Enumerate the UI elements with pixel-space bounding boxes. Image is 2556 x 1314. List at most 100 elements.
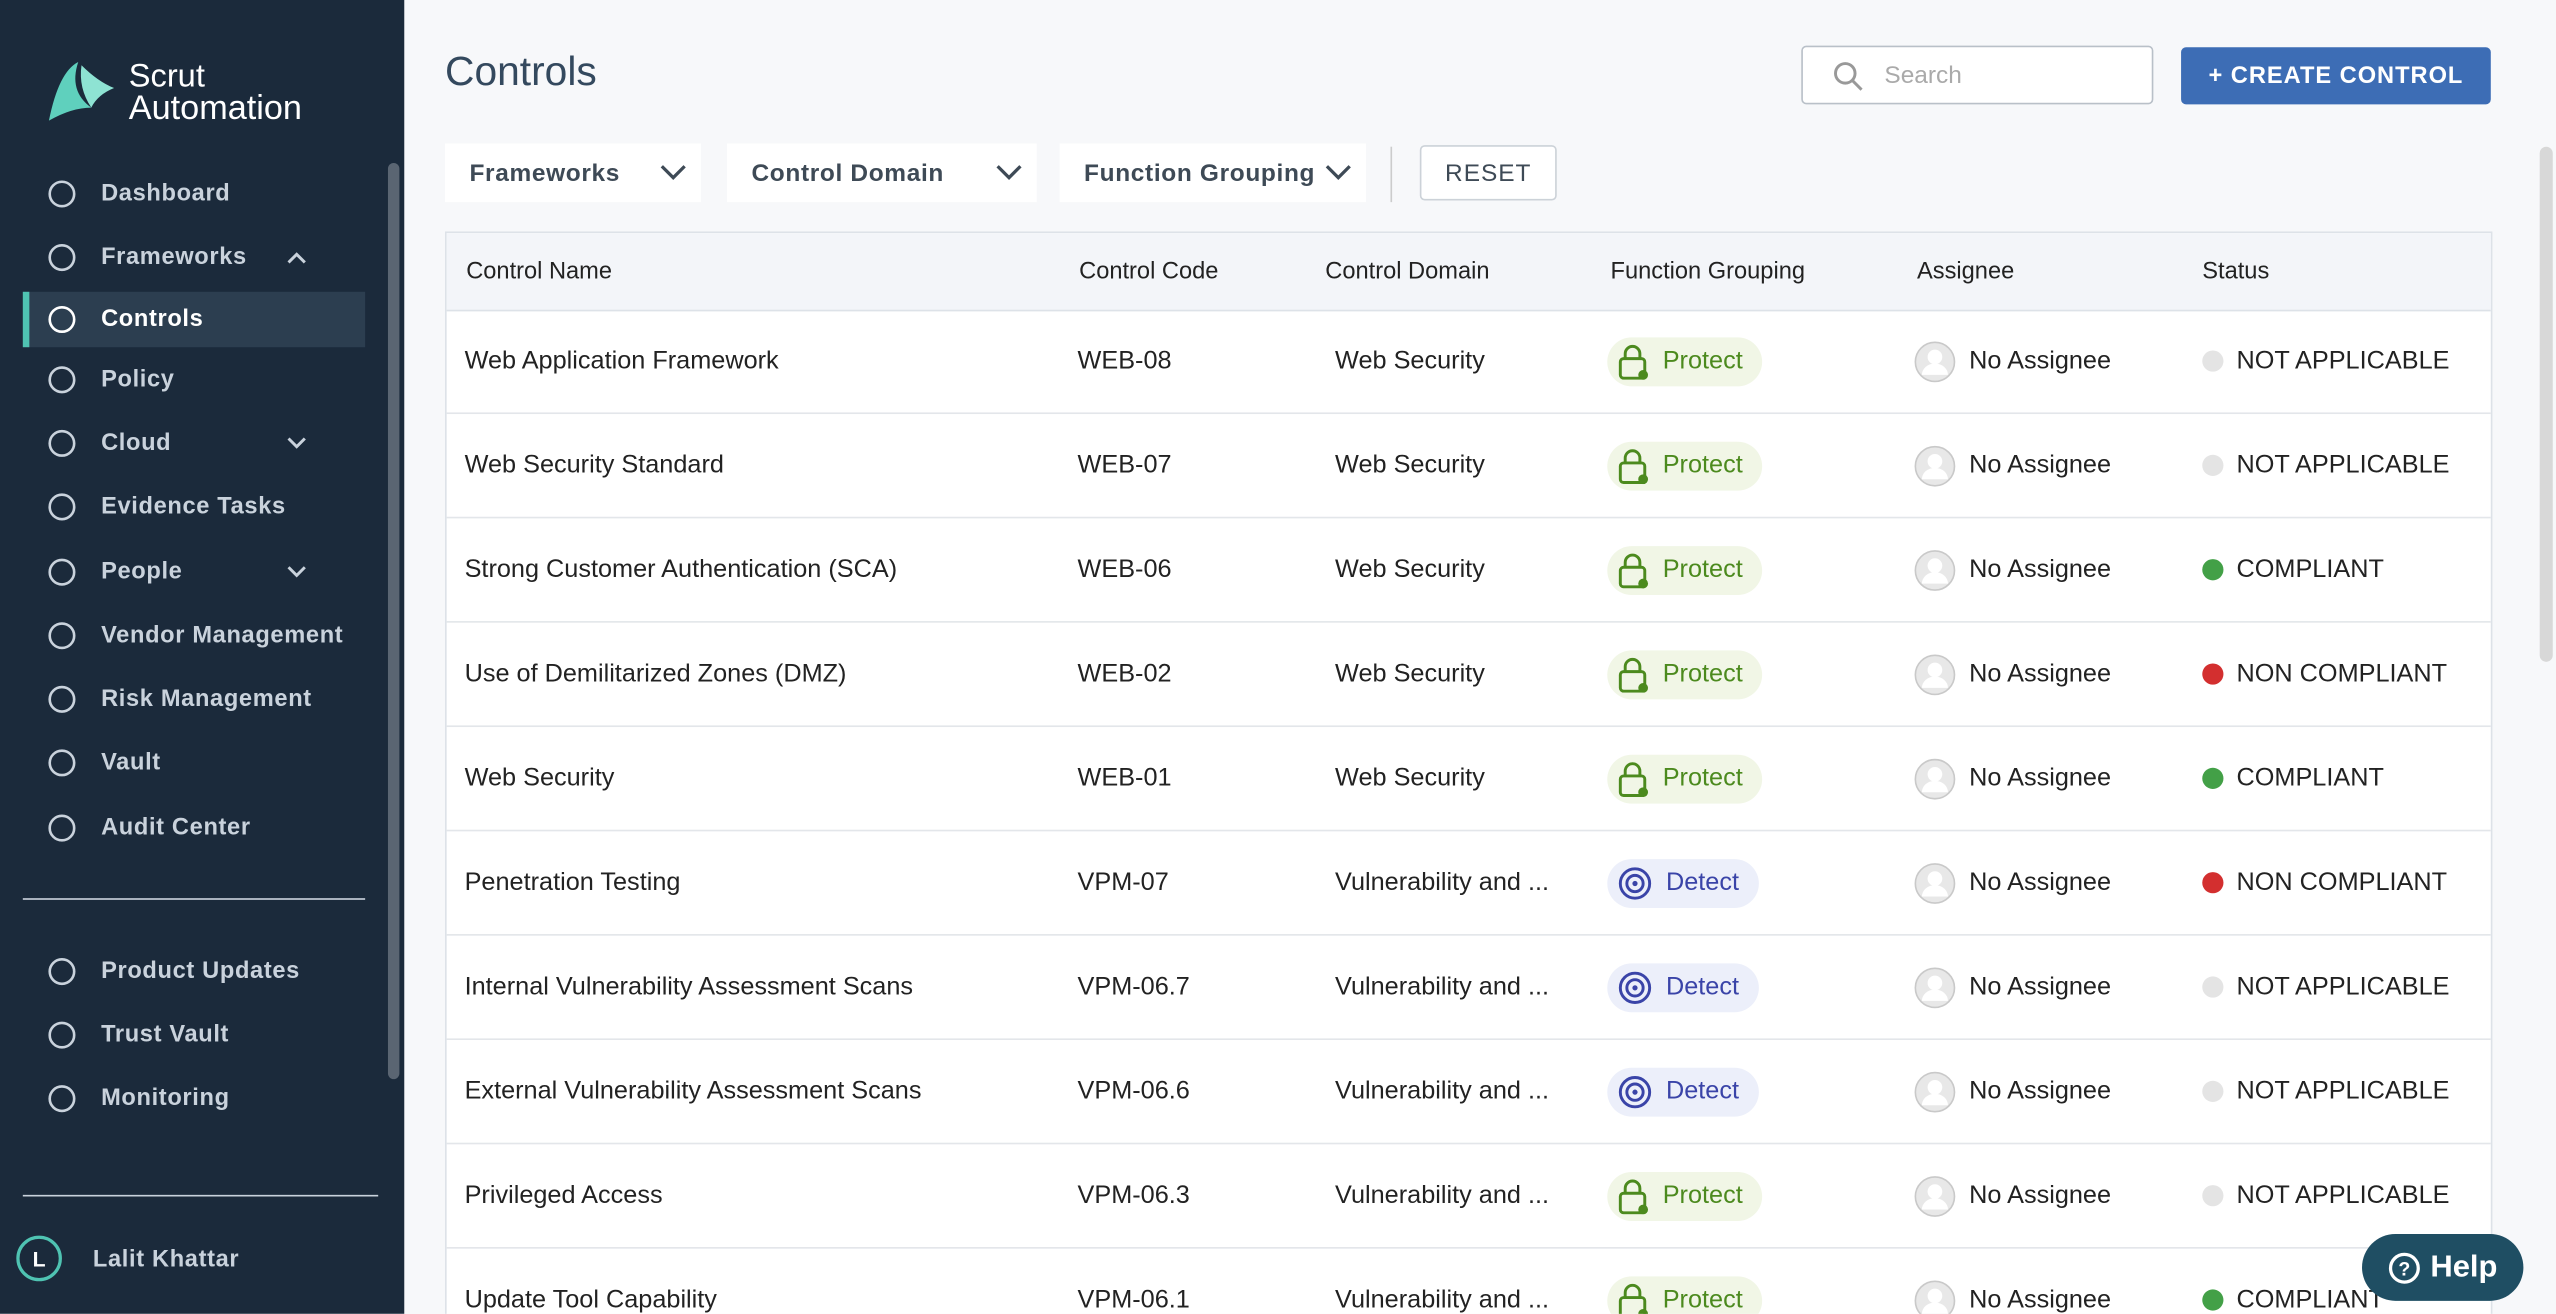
user-name[interactable]: Lalit Khattar (92, 1247, 240, 1274)
assignee-name: No Assignee (1969, 1285, 2112, 1314)
lock-icon (1618, 761, 1649, 797)
assignee-name: No Assignee (1969, 555, 2112, 583)
assignee-avatar (1914, 1175, 1956, 1217)
assignee-cell: No Assignee (1914, 1040, 2111, 1143)
chevron (287, 437, 306, 449)
table-row[interactable]: Penetration Testing VPM-07 Vulnerability a… (446, 831, 2491, 936)
brand: Scrut Automation (129, 60, 302, 125)
reset-button[interactable]: RESET (1419, 145, 1557, 201)
page-title: Controls (445, 48, 597, 95)
nav-item[interactable]: Evidence Tasks (23, 479, 365, 534)
table-row[interactable]: Internal Vulnerability Assessment Scans V… (446, 936, 2491, 1041)
search-placeholder: Search (1884, 61, 1962, 90)
nav-item[interactable]: Vault (23, 735, 365, 790)
filter-label: Control Domain (751, 158, 944, 187)
help-button[interactable]: ? Help (2362, 1233, 2524, 1301)
function-label: Detect (1665, 972, 1740, 1001)
brand-line: Scrut (128, 58, 205, 95)
control-name: Web Application Framework (464, 346, 779, 375)
assignee-name: No Assignee (1969, 346, 2112, 375)
nav-icon (48, 749, 76, 777)
table-row[interactable]: Web Application Framework WEB-08 Web Secur… (446, 310, 2491, 415)
nav-item[interactable]: Product Updates (23, 944, 365, 999)
filter-dropdown[interactable]: Function Grouping (1059, 143, 1367, 203)
assignee-cell: No Assignee (1914, 1144, 2111, 1247)
nav-label: People (101, 559, 183, 586)
assignee-name: No Assignee (1969, 1181, 2112, 1209)
search[interactable]: Search (1801, 45, 2154, 105)
chevron (287, 566, 306, 578)
assignee-cell: No Assignee (1914, 310, 2111, 413)
assignee-avatar (1914, 549, 1956, 591)
table-row[interactable]: Web Security WEB-01 Web Security Protect No … (446, 727, 2491, 832)
filter-label: Frameworks (469, 158, 621, 187)
control-domain: Vulnerability and ... (1335, 1076, 1550, 1105)
status-dot (2202, 454, 2224, 476)
function-cell: Protect (1607, 1144, 1763, 1247)
assignee-name: No Assignee (1969, 1076, 2112, 1105)
sidebar: Scrut Automation L Lalit Khattar Dashboar… (0, 0, 405, 1314)
nav-label: Cloud (101, 430, 172, 457)
table-row[interactable]: Privileged Access VPM-06.3 Vulnerability a… (446, 1144, 2491, 1249)
control-code: VPM-06.6 (1077, 1076, 1190, 1105)
filter-dropdown[interactable]: Control Domain (727, 143, 1037, 203)
function-label: Detect (1665, 1076, 1740, 1105)
nav-label: Evidence Tasks (101, 493, 286, 521)
lock-icon (1618, 1178, 1649, 1214)
table-row[interactable]: Web Security Standard WEB-07 Web Security P… (446, 414, 2491, 519)
nav-item[interactable]: Risk Management (23, 672, 365, 727)
nav-icon (48, 366, 76, 394)
nav-item[interactable]: Frameworks (23, 230, 365, 285)
table-row[interactable]: Use of Demilitarized Zones (DMZ) WEB-02 We… (446, 623, 2491, 728)
nav-item[interactable]: Cloud (23, 416, 365, 471)
nav-item[interactable]: Policy (23, 352, 365, 407)
control-code: WEB-06 (1077, 555, 1172, 583)
assignee-name: No Assignee (1969, 868, 2112, 896)
function-cell: Protect (1607, 518, 1763, 621)
function-label: Protect (1662, 346, 1743, 375)
control-code: VPM-07 (1077, 868, 1169, 896)
assignee-name: No Assignee (1969, 972, 2112, 1001)
create-button[interactable]: + CREATE CONTROL (2181, 47, 2491, 105)
column-header: Function Grouping (1610, 258, 1806, 285)
control-name: Web Security Standard (464, 450, 724, 479)
nav-item[interactable]: Vendor Management (23, 608, 365, 663)
assignee-avatar (1914, 757, 1956, 799)
function-pill: Protect (1607, 336, 1763, 386)
status-label: COMPLIANT (2236, 763, 2384, 792)
lock-icon (1618, 1283, 1649, 1314)
chevron (996, 165, 1022, 180)
nav-icon (48, 958, 76, 986)
control-code: WEB-07 (1077, 450, 1172, 479)
function-pill: Protect (1607, 1275, 1763, 1314)
function-cell: Detect (1607, 936, 1759, 1039)
status-label: NOT APPLICABLE (2236, 346, 2450, 375)
nav-item[interactable]: People (23, 544, 365, 599)
assignee-name: No Assignee (1969, 763, 2112, 792)
table-row[interactable]: External Vulnerability Assessment Scans V… (446, 1040, 2491, 1145)
table-row[interactable]: Update Tool Capability VPM-06.1 Vulnerabil… (447, 1249, 2491, 1314)
function-label: Protect (1662, 659, 1743, 688)
assignee-cell: No Assignee (1914, 727, 2111, 830)
status-cell: NOT APPLICABLE (2202, 1144, 2450, 1247)
table-row[interactable]: Strong Customer Authentication (SCA) WEB-… (446, 518, 2491, 623)
nav-item[interactable]: Controls (22, 291, 366, 348)
status-dot (2202, 767, 2224, 789)
nav-icon (48, 558, 76, 586)
status-label: NOT APPLICABLE (2236, 450, 2450, 479)
nav-item[interactable]: Trust Vault (23, 1007, 365, 1062)
control-name: Penetration Testing (464, 868, 681, 896)
assignee-avatar (1914, 1279, 1956, 1314)
control-code: WEB-02 (1077, 659, 1172, 688)
function-pill: Protect (1607, 753, 1763, 803)
function-label: Protect (1662, 450, 1743, 479)
filter-dropdown[interactable]: Frameworks (445, 143, 701, 203)
nav-item[interactable]: Monitoring (23, 1071, 365, 1126)
search-icon (1834, 62, 1863, 91)
control-domain: Web Security (1335, 450, 1485, 479)
nav-item[interactable]: Dashboard (23, 166, 365, 221)
function-pill: Detect (1607, 962, 1759, 1012)
avatar[interactable]: L (16, 1235, 62, 1282)
nav-item[interactable]: Audit Center (23, 800, 365, 855)
control-name: Internal Vulnerability Assessment Scans (464, 972, 914, 1001)
